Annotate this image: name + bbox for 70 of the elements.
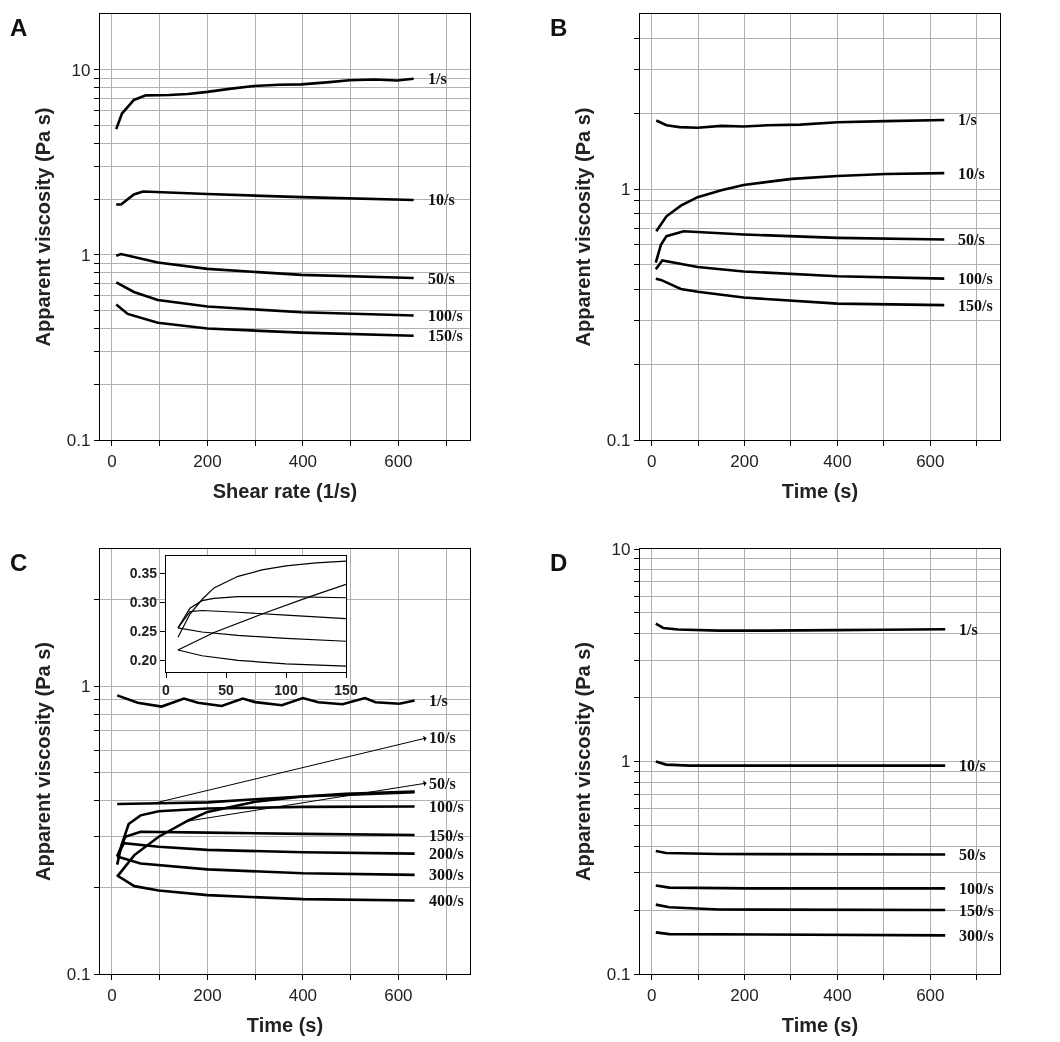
chart-title: D [550, 549, 568, 576]
y-tick-label: 0.1 [606, 430, 631, 450]
y-tick-label: 1 [80, 245, 91, 265]
chart-title: C [10, 549, 28, 576]
x-axis-title: Time (s) [781, 1014, 859, 1037]
x-tick-label: 0 [107, 451, 117, 471]
series-label: 150/s [428, 327, 463, 344]
x-tick-label: 50 [218, 682, 234, 698]
x-tick-label: 0 [646, 451, 657, 471]
legend-label: 100/s [429, 798, 464, 815]
x-tick-label: 400 [823, 451, 852, 471]
series-label: 300/s [959, 927, 994, 944]
series-label: 10/s [428, 191, 455, 208]
annotation: 10/s [429, 729, 456, 746]
y-tick-label: 10 [611, 539, 631, 559]
x-tick-label: 200 [730, 451, 759, 471]
y-tick-label: 1 [620, 180, 631, 200]
series-label: 1/s [959, 621, 978, 638]
series-label: 1/s [429, 692, 448, 709]
y-tick-label: 10 [71, 60, 91, 80]
x-tick-label: 400 [823, 985, 852, 1005]
y-tick-label: 1 [620, 752, 631, 772]
series-label: 100/s [958, 270, 993, 287]
x-tick-label: 600 [384, 985, 413, 1005]
x-tick-label: 200 [193, 985, 222, 1005]
x-axis-title: Time (s) [246, 1014, 324, 1037]
x-axis-title: Shear rate (1/s) [212, 480, 358, 503]
y-axis-title: Apparent viscosity (Pa s) [572, 107, 595, 347]
series-label: 100/s [959, 880, 994, 897]
y-tick-label: 1 [80, 677, 91, 697]
x-tick-label: 0 [162, 682, 171, 698]
series-label: 150/s [958, 297, 993, 314]
x-tick-label: 100 [274, 682, 298, 698]
x-tick-label: 200 [730, 985, 759, 1005]
x-tick-label: 600 [384, 451, 413, 471]
series-label: 50/s [959, 846, 986, 863]
y-axis-title: Apparent viscosity (Pa s) [572, 642, 595, 881]
x-tick-label: 600 [916, 985, 945, 1005]
series-label: 1/s [428, 70, 447, 87]
y-tick-label: 0.1 [66, 964, 91, 984]
y-tick-label: 0.1 [606, 964, 631, 984]
y-tick-label: 0.30 [129, 594, 158, 611]
x-tick-label: 400 [288, 985, 318, 1005]
annotation: 50/s [429, 775, 456, 792]
series-label: 150/s [429, 827, 464, 844]
x-axis-title: Time (s) [781, 480, 859, 503]
series-label: 400/s [429, 892, 464, 909]
y-tick-label: 0.25 [129, 623, 158, 640]
series-label: 300/s [429, 866, 464, 883]
series-label: 100/s [428, 307, 463, 324]
y-axis-title: Apparent viscosity (Pa s) [32, 642, 55, 881]
y-axis-title: Apparent viscosity (Pa s) [32, 107, 55, 347]
series-label: 50/s [428, 270, 455, 287]
x-tick-label: 600 [916, 451, 945, 471]
series-label: 1/s [958, 111, 977, 128]
x-tick-label: 0 [107, 985, 117, 1005]
chart-title: B [550, 14, 568, 41]
x-tick-label: 0 [646, 985, 657, 1005]
x-tick-label: 400 [288, 451, 318, 471]
x-tick-label: 200 [193, 451, 222, 471]
series-label: 200/s [429, 845, 464, 862]
chart-title: A [10, 14, 28, 41]
series-label: 150/s [959, 902, 994, 919]
y-tick-label: 0.20 [129, 652, 158, 669]
y-tick-label: 0.1 [66, 430, 91, 450]
y-tick-label: 0.35 [129, 565, 158, 582]
x-tick-label: 150 [334, 682, 358, 698]
series-label: 10/s [959, 757, 986, 774]
series-label: 10/s [958, 165, 985, 182]
series-label: 50/s [958, 231, 985, 248]
